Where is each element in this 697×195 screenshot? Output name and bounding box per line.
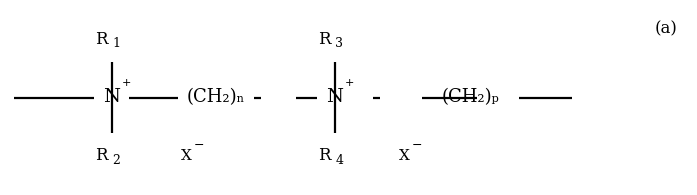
Text: 1: 1: [112, 37, 120, 50]
Text: R: R: [95, 30, 107, 48]
Text: N: N: [103, 89, 120, 106]
Text: X: X: [399, 149, 410, 163]
Text: (CH₂)ₚ: (CH₂)ₚ: [442, 89, 499, 106]
Text: N: N: [326, 89, 343, 106]
Text: (CH₂)ₙ: (CH₂)ₙ: [187, 89, 245, 106]
Text: (a): (a): [654, 21, 677, 38]
Text: +: +: [345, 78, 355, 88]
Text: +: +: [122, 78, 132, 88]
Text: R: R: [95, 147, 107, 165]
Text: 2: 2: [112, 154, 120, 167]
Text: R: R: [318, 30, 330, 48]
Text: −: −: [411, 139, 422, 152]
Text: R: R: [318, 147, 330, 165]
Text: X: X: [181, 149, 192, 163]
Text: −: −: [194, 139, 204, 152]
Text: 4: 4: [335, 154, 343, 167]
Text: 3: 3: [335, 37, 343, 50]
